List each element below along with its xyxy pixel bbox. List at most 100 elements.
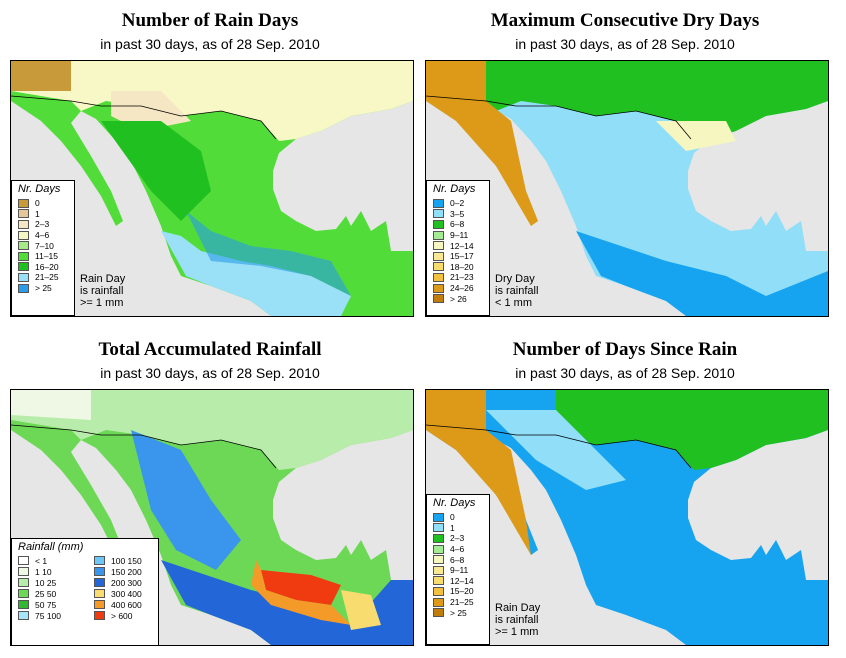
legend-swatch <box>433 272 444 282</box>
legend-item: 6–8 <box>427 219 489 230</box>
legend-item: 24–26 <box>427 283 489 294</box>
legend-item: 3–5 <box>427 209 489 220</box>
legend-label: 1 <box>35 208 40 219</box>
baja-dry <box>11 61 71 91</box>
map-canvas <box>11 390 413 645</box>
map-canvas <box>426 61 828 316</box>
note-line: is rainfall <box>80 285 124 297</box>
panel-subtitle: in past 30 days, as of 28 Sep. 2010 <box>100 365 320 381</box>
legend-label: 4–6 <box>450 544 465 555</box>
legend-swatch <box>433 565 444 575</box>
panel-dry-days: Maximum Consecutive Dry Days in past 30 … <box>415 0 835 329</box>
legend-label: 9–11 <box>450 230 469 241</box>
legend-item: 25 50 <box>12 588 88 599</box>
north-band <box>11 61 413 141</box>
legend-item: 11–15 <box>12 251 74 262</box>
legend-label: > 25 <box>35 283 52 294</box>
legend-item: 0 <box>427 512 489 523</box>
yellow-patch <box>656 121 736 151</box>
legend-title: Nr. Days <box>433 497 476 509</box>
legend-swatch <box>433 294 444 304</box>
green-interior <box>101 121 211 221</box>
legend-label: 75 100 <box>35 610 61 621</box>
note-line: >= 1 mm <box>80 297 124 309</box>
legend-label: 12–14 <box>450 575 474 586</box>
days-since-rain-map <box>425 389 829 646</box>
legend-rows: 0 1 2–3 4–6 7–10 11–15 16–20 21–25 > 25 <box>12 198 74 293</box>
legend-swatch <box>94 556 105 565</box>
legend-label: 6–8 <box>450 554 465 565</box>
legend-label: 0 <box>450 512 455 523</box>
border-line <box>426 95 692 140</box>
baja-dry <box>426 61 538 226</box>
legend-swatch <box>433 283 444 293</box>
legend-label: 16–20 <box>35 261 59 272</box>
north-band <box>556 390 828 470</box>
legend-swatch <box>433 251 444 261</box>
legend-label: 4–6 <box>35 230 50 241</box>
note-line: Dry Day <box>495 273 535 285</box>
legend-swatch <box>433 230 444 240</box>
legend-item: 9–11 <box>427 230 489 241</box>
panel-title: Number of Rain Days <box>121 10 299 31</box>
coast-wet <box>186 211 351 296</box>
north-band <box>11 390 413 470</box>
panel-title: Number of Days Since Rain <box>512 339 738 360</box>
panel-title: Total Accumulated Rainfall <box>98 339 322 360</box>
legend-label: 10 25 <box>35 577 57 588</box>
panel-days-since-rain: Number of Days Since Rain in past 30 day… <box>415 329 835 658</box>
legend-title: Rainfall (mm) <box>18 541 84 553</box>
panel-rain-days: Number of Rain Days in past 30 days, as … <box>0 0 420 329</box>
legend-item: 200 300 <box>88 577 154 588</box>
south-wet <box>161 231 351 316</box>
legend-rows: 0–2 3–5 6–8 9–11 12–14 15–17 18–20 21–23 24–26 > … <box>427 198 489 304</box>
legend-swatch <box>18 198 29 208</box>
legend-note: Rain Day is rainfall >= 1 mm <box>80 273 125 309</box>
legend-swatch <box>433 512 444 522</box>
legend-swatch <box>18 230 29 240</box>
legend-swatch <box>433 241 444 251</box>
legend-item: 1 <box>12 209 74 220</box>
legend-swatch <box>18 567 29 576</box>
legend-item: 50 75 <box>12 599 88 610</box>
legend-swatch <box>18 219 29 229</box>
legend-label: 11–15 <box>35 251 59 262</box>
legend-item: 12–14 <box>427 576 489 587</box>
legend-label: 24–26 <box>450 283 474 294</box>
legend-item: > 26 <box>427 293 489 304</box>
legend-swatch <box>433 219 444 229</box>
legend-item: 15–20 <box>427 586 489 597</box>
legend-item: 10 25 <box>12 577 88 588</box>
map-canvas <box>426 390 828 645</box>
dry-baja <box>11 390 91 420</box>
legend-swatch <box>433 262 444 272</box>
legend-col-right: 100 150 150 200 200 300 300 400 400 600 > 600 <box>88 555 154 621</box>
legend-swatch <box>433 209 444 219</box>
light-blue-band <box>486 410 626 490</box>
legend-note: Dry Day is rainfall < 1 mm <box>495 273 538 309</box>
note-line: >= 1 mm <box>495 626 539 638</box>
legend-swatch <box>433 523 444 533</box>
panel-title: Maximum Consecutive Dry Days <box>490 10 760 31</box>
legend-swatch <box>18 611 29 620</box>
legend-item: 21–25 <box>12 272 74 283</box>
legend-swatch <box>18 578 29 587</box>
legend-swatch <box>94 611 105 620</box>
south-blue <box>576 231 828 316</box>
legend-swatch <box>433 533 444 543</box>
panel-rainfall: Total Accumulated Rainfall in past 30 da… <box>0 329 420 658</box>
legend-label: > 26 <box>450 293 467 304</box>
rain-days-map <box>10 60 414 317</box>
legend-item: 300 400 <box>88 588 154 599</box>
legend-label: 300 400 <box>111 588 142 599</box>
legend-swatch <box>18 251 29 261</box>
legend-label: 21–25 <box>35 272 59 283</box>
legend-label: 150 200 <box>111 566 142 577</box>
legend-label: 0–2 <box>450 198 465 209</box>
legend-swatch <box>18 209 29 219</box>
legend-label: 12–14 <box>450 240 474 251</box>
legend-label: 6–8 <box>450 219 465 230</box>
legend-swatch <box>433 576 444 586</box>
